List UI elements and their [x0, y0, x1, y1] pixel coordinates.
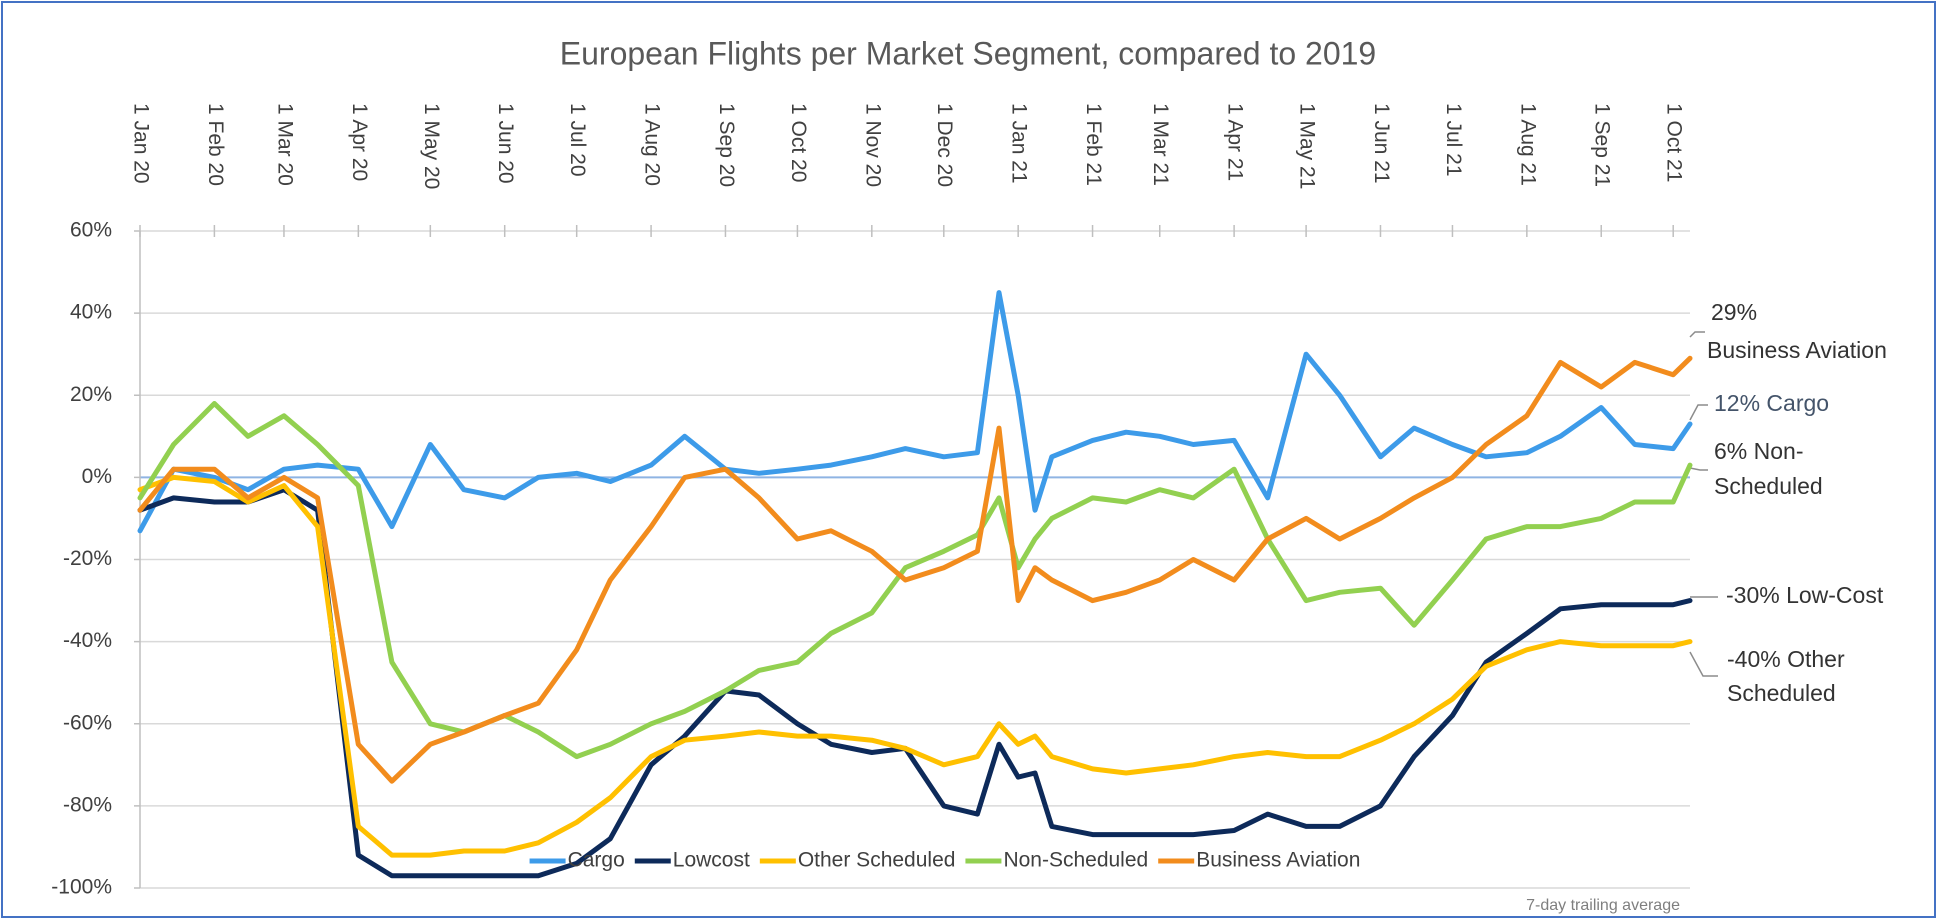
annotation: Business Aviation [1707, 337, 1887, 363]
x-tick-label: 1 Apr 20 [348, 103, 371, 181]
x-tick-label: 1 Feb 21 [1082, 103, 1105, 186]
series-line [137, 487, 1693, 879]
connector [1689, 467, 1708, 471]
footnote: 7-day trailing average [1526, 897, 1680, 914]
x-tick-label: 1 Nov 20 [861, 103, 884, 187]
annotation-connectors [1689, 331, 1718, 677]
series-line [137, 290, 1693, 534]
x-tick-label: 1 Oct 20 [787, 103, 810, 182]
y-tick-label: -20% [63, 547, 112, 570]
y-tick-label: -60% [63, 711, 112, 734]
chart-title: European Flights per Market Segment, com… [560, 35, 1376, 71]
x-tick-label: 1 May 21 [1296, 103, 1319, 189]
annotation: -30% Low-Cost [1726, 582, 1884, 608]
connector [1689, 651, 1718, 677]
x-tick-label: 1 Mar 21 [1149, 103, 1172, 186]
x-tick-label: 1 Jul 21 [1442, 103, 1465, 177]
x-tick-label: 1 Mar 20 [273, 103, 296, 186]
legend-label: Non-Scheduled [1003, 849, 1148, 872]
x-tick-label: 1 Sep 20 [715, 103, 738, 187]
x-tick-label: 1 May 20 [420, 103, 443, 189]
legend: Cargo Lowcost Other Scheduled Non-Scheduled… [529, 849, 1360, 872]
legend-label: Lowcost [673, 849, 750, 872]
y-tick-label: 0% [82, 465, 112, 488]
series-line [137, 474, 1693, 858]
x-tick-label: 1 Jun 20 [494, 103, 517, 184]
x-tick-label: 1 Jan 20 [129, 103, 152, 184]
legend-label: Cargo [568, 849, 625, 872]
y-tick-label: -40% [63, 629, 112, 652]
x-tick-label: 1 Apr 21 [1224, 103, 1247, 181]
y-tick-label: 20% [70, 383, 112, 406]
y-tick-label: -80% [63, 793, 112, 816]
annotation: 29% [1711, 299, 1757, 325]
x-tick-label: 1 Aug 21 [1516, 103, 1539, 186]
x-tick-label: 1 Sep 21 [1591, 103, 1614, 187]
legend-label: Business Aviation [1196, 849, 1360, 872]
x-tick-label: 1 Oct 21 [1663, 103, 1686, 182]
annotation: Scheduled [1714, 473, 1823, 499]
x-tick-label: 1 Jan 21 [1008, 103, 1031, 184]
x-tick-label: 1 Dec 20 [933, 103, 956, 187]
annotation: -40% Other [1727, 646, 1845, 672]
annotation: Scheduled [1727, 680, 1836, 706]
series-line [137, 355, 1693, 784]
x-tick-label: 1 Jun 21 [1370, 103, 1393, 184]
legend-label: Other Scheduled [798, 849, 956, 872]
y-tick-label: 40% [70, 301, 112, 324]
x-tick-label: 1 Jul 20 [566, 103, 589, 177]
y-tick-label: 60% [70, 219, 112, 242]
connector [1689, 331, 1705, 338]
y-tick-label: -100% [51, 876, 112, 899]
series-line [137, 401, 1693, 760]
annotation: 12% Cargo [1714, 390, 1829, 416]
x-tick-label: 1 Feb 20 [204, 103, 227, 186]
connector [1689, 404, 1708, 421]
x-tick-label: 1 Aug 20 [641, 103, 664, 186]
annotation: 6% Non- [1714, 438, 1803, 464]
